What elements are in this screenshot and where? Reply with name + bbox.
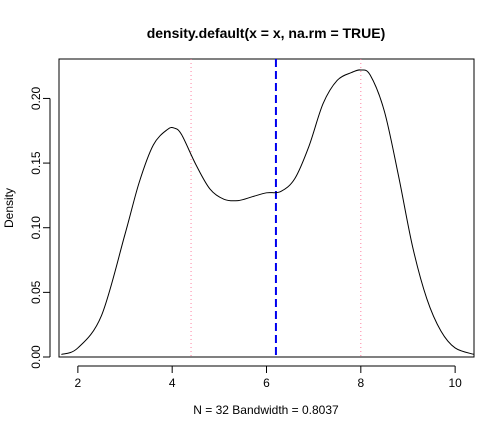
reference-lines: [190, 59, 362, 357]
x-axis: 2 4 6 8 10: [75, 365, 462, 390]
x-tick-label: 6: [263, 376, 270, 390]
x-tick-label: 10: [448, 376, 462, 390]
y-tick-label: 0.00: [29, 345, 43, 369]
y-tick-label: 0.10: [29, 216, 43, 240]
y-axis: 0.00 0.05 0.10 0.15 0.20: [29, 86, 51, 369]
y-axis-label: Density: [2, 188, 16, 228]
x-tick-label: 8: [357, 376, 364, 390]
x-tick-label: 4: [169, 376, 176, 390]
x-tick-label: 2: [75, 376, 82, 390]
density-curve: [61, 69, 475, 355]
y-tick-label: 0.15: [29, 151, 43, 175]
y-tick-label: 0.05: [29, 280, 43, 304]
y-tick-label: 0.20: [29, 86, 43, 110]
x-axis-label: N = 32 Bandwidth = 0.8037: [193, 403, 339, 417]
chart-title: density.default(x = x, na.rm = TRUE): [147, 25, 386, 41]
plot-box: [58, 58, 475, 358]
